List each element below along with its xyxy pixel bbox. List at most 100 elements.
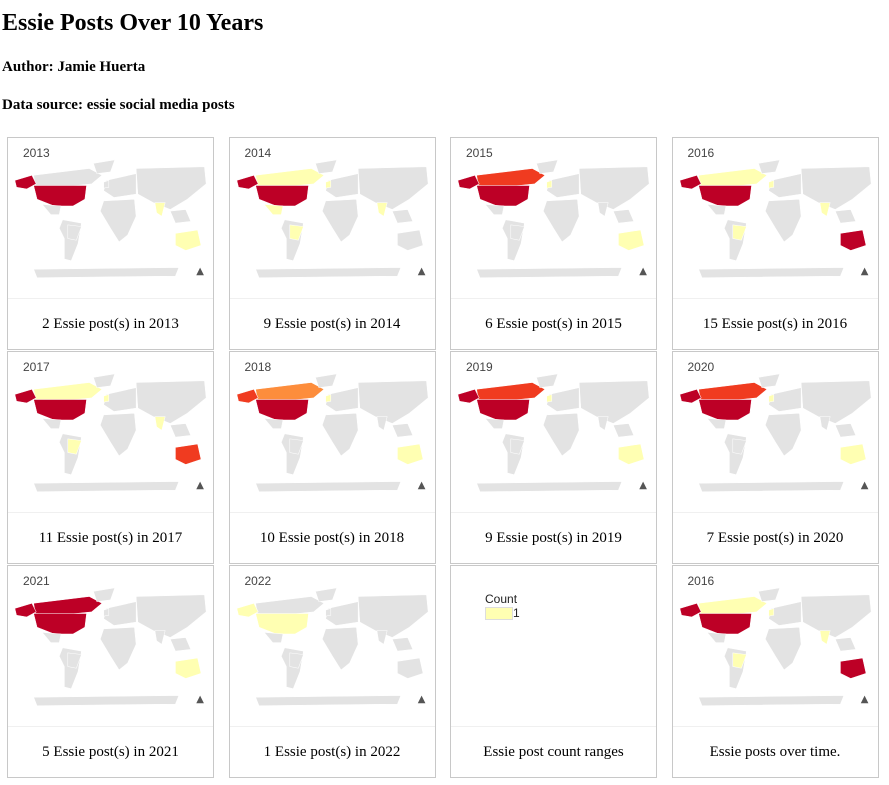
region-asia: [578, 166, 650, 210]
region-canada: [33, 382, 103, 402]
card-caption: 5 Essie post(s) in 2021: [8, 726, 213, 778]
map-year-label: 2015: [466, 146, 493, 160]
region-seasia: [391, 209, 413, 224]
region-africa: [542, 198, 580, 243]
region-mexico: [41, 632, 62, 643]
region-mexico: [484, 204, 505, 215]
region-antarctica: [697, 695, 844, 707]
region-uk: [103, 180, 110, 189]
map-card[interactable]: 2016 ▲ Essie posts over time.: [671, 565, 879, 778]
region-uk: [324, 180, 331, 189]
region-india: [376, 202, 387, 217]
world-map: [236, 159, 428, 279]
region-canada: [33, 596, 103, 616]
region-usa: [254, 613, 309, 635]
region-asia: [357, 594, 428, 638]
region-brazil: [289, 224, 304, 241]
region-seasia: [612, 423, 635, 438]
region-brazil: [289, 652, 304, 669]
region-europe: [767, 387, 801, 412]
region-africa: [764, 198, 801, 243]
region-mexico: [706, 418, 726, 429]
region-australia: [175, 229, 202, 251]
region-africa: [321, 626, 358, 671]
region-seasia: [169, 423, 192, 438]
region-mexico: [263, 418, 283, 429]
region-greenland: [314, 373, 337, 388]
region-australia: [839, 229, 866, 251]
map-card[interactable]: 2018 ▲ 10 Essie post(s) in 2018: [228, 351, 436, 564]
north-arrow-icon: ▲: [417, 266, 426, 277]
region-asia: [135, 380, 207, 424]
region-greenland: [93, 587, 116, 602]
author-line: Author: Jamie Huerta: [2, 59, 146, 75]
region-antarctica: [254, 267, 401, 279]
north-arrow-icon: ▲: [196, 694, 204, 705]
region-alaska: [679, 388, 702, 404]
map-card[interactable]: 2022 ▲ 1 Essie post(s) in 2022: [228, 565, 436, 778]
region-brazil: [732, 438, 747, 455]
map-card[interactable]: 2014 ▲ 9 Essie post(s) in 2014: [228, 137, 436, 350]
region-usa: [254, 399, 309, 421]
region-mexico: [41, 204, 62, 215]
north-arrow-icon: ▲: [860, 266, 869, 277]
card-caption: 6 Essie post(s) in 2015: [451, 298, 656, 350]
map-year-label: 2016: [687, 146, 715, 160]
region-antarctica: [476, 481, 623, 493]
region-usa: [697, 613, 752, 635]
region-india: [154, 416, 166, 431]
region-india: [376, 630, 387, 645]
map-card[interactable]: 2015 ▲ 6 Essie post(s) in 2015: [450, 137, 657, 350]
map-card[interactable]: 2019 ▲ 9 Essie post(s) in 2019: [450, 351, 657, 564]
region-australia: [839, 443, 866, 465]
region-alaska: [236, 174, 259, 190]
region-antarctica: [33, 695, 180, 707]
region-africa: [321, 412, 358, 457]
region-antarctica: [697, 267, 844, 279]
region-uk: [324, 608, 331, 617]
region-uk: [767, 394, 774, 403]
world-map: [679, 159, 871, 279]
region-brazil: [510, 224, 525, 241]
map-card[interactable]: 2017 ▲ 11 Essie post(s) in 2017: [7, 351, 214, 564]
legend-label: 1: [513, 606, 520, 620]
card-caption: 2 Essie post(s) in 2013: [8, 298, 213, 350]
map-year-label: 2014: [244, 146, 272, 160]
region-australia: [396, 443, 423, 465]
region-usa: [697, 399, 752, 421]
region-asia: [357, 166, 428, 210]
region-mexico: [263, 632, 283, 643]
legend-swatch: [485, 607, 513, 621]
region-antarctica: [33, 267, 180, 279]
region-greenland: [93, 373, 116, 388]
map-card[interactable]: Count 1 Essie post count ranges: [450, 565, 657, 778]
map-year-label: 2016: [687, 574, 715, 588]
map-year-label: 2013: [23, 146, 50, 160]
region-asia: [357, 380, 428, 424]
region-africa: [542, 412, 580, 457]
map-card[interactable]: 2020 ▲ 7 Essie post(s) in 2020: [671, 351, 879, 564]
region-europe: [324, 173, 358, 198]
map-card[interactable]: 2016 ▲ 15 Essie post(s) in 2016: [671, 137, 879, 350]
region-seasia: [391, 423, 413, 438]
map-card[interactable]: 2021 ▲ 5 Essie post(s) in 2021: [7, 565, 214, 778]
region-africa: [764, 412, 801, 457]
map-card[interactable]: 2013 ▲ 2 Essie post(s) in 2013: [7, 137, 214, 350]
region-mexico: [41, 418, 62, 429]
north-arrow-icon: ▲: [196, 266, 204, 277]
region-india: [597, 202, 609, 217]
legend-title: Count: [485, 592, 518, 606]
region-uk: [546, 394, 553, 403]
region-india: [154, 630, 166, 645]
world-map: [14, 159, 207, 279]
region-usa: [33, 185, 87, 207]
region-brazil: [289, 438, 304, 455]
card-caption: 9 Essie post(s) in 2014: [229, 298, 435, 350]
region-canada: [697, 168, 767, 188]
card-caption: Essie post count ranges: [451, 726, 656, 778]
region-greenland: [314, 587, 337, 602]
region-africa: [99, 412, 137, 457]
world-map: [679, 587, 871, 707]
legend: Count 1: [485, 592, 520, 621]
region-seasia: [612, 209, 635, 224]
